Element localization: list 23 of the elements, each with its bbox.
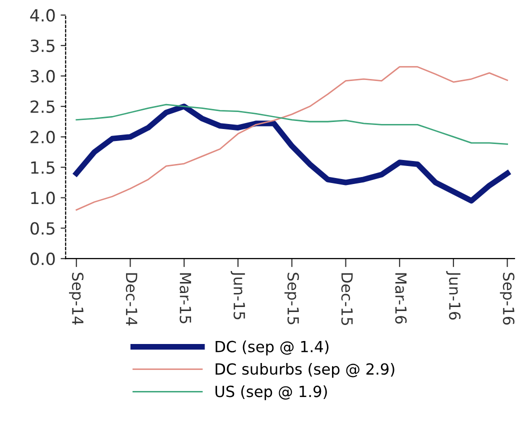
y-tick-label: 4.0 [30,9,55,22]
legend-label: DC (sep @ 1.4) [216,340,328,356]
legend-label: DC suburbs (sep @ 2.9) [216,362,394,378]
x-tick-label: Dec-14 [126,273,138,326]
legend-label: US (sep @ 1.9) [216,385,327,400]
y-tick-label: 2.0 [30,130,55,144]
x-tick-label: Mar-15 [180,273,192,324]
y-tick-label: 1.5 [31,161,54,174]
x-tick-label: Sep-16 [500,272,514,325]
x-tick-label: Jun-16 [446,271,461,320]
y-tick-label: 3.0 [30,70,55,83]
y-tick-label: 3.5 [30,39,54,52]
x-tick-label: Dec-15 [341,273,353,325]
x-tick-label: Sep-14 [69,272,84,325]
y-tick-label: 0.5 [30,222,54,235]
line-series [76,104,508,145]
x-tick-label: Jun-15 [230,271,245,320]
y-tick-label: 0.0 [30,252,55,266]
line-series [76,66,508,211]
y-tick-label: 1.0 [31,192,55,204]
x-tick-label: Mar-16 [395,273,407,324]
y-tick-label: 2.5 [30,100,54,113]
x-tick-label: Sep-15 [284,272,299,324]
